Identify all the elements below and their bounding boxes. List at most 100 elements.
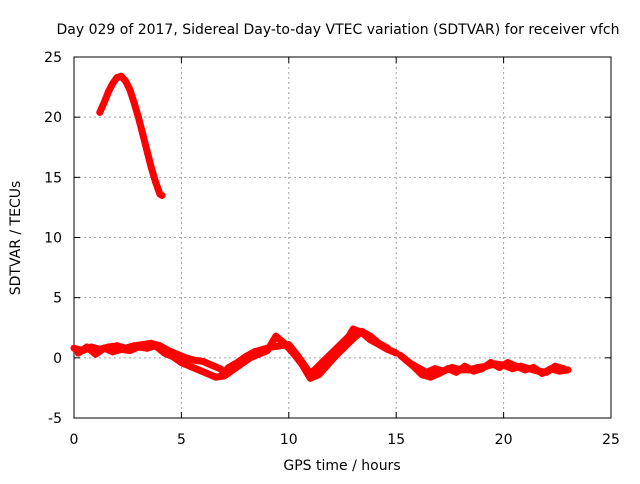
y-tick-label: 15 <box>44 170 62 186</box>
data-point <box>366 332 374 340</box>
data-point <box>396 351 404 359</box>
data-point <box>134 343 142 351</box>
data-point <box>431 365 439 373</box>
data-point <box>512 362 520 370</box>
series-low-variation-4 <box>401 355 572 381</box>
y-tick-label: 25 <box>44 50 62 66</box>
data-point <box>375 339 383 347</box>
data-point <box>220 372 228 380</box>
data-point <box>74 349 82 357</box>
data-point <box>207 361 215 369</box>
data-point <box>435 369 443 377</box>
data-point <box>130 99 138 107</box>
data-point <box>152 178 160 186</box>
grid-lines <box>74 57 611 418</box>
data-point <box>306 374 314 382</box>
data-point <box>427 373 435 381</box>
data-point <box>323 361 331 369</box>
data-point <box>409 362 417 370</box>
data-point <box>143 344 151 352</box>
chart-title: Day 029 of 2017, Sidereal Day-to-day VTE… <box>56 22 619 38</box>
y-tick-label: 10 <box>44 231 62 247</box>
data-point <box>272 332 280 340</box>
data-point <box>470 367 478 375</box>
data-point <box>158 191 166 199</box>
data-point <box>478 365 486 373</box>
data-point <box>104 88 112 96</box>
data-point <box>117 72 125 80</box>
data-point <box>349 335 357 343</box>
data-point <box>182 354 190 362</box>
data-point <box>143 147 151 155</box>
data-point <box>134 113 142 121</box>
x-axis-label: GPS time / hours <box>283 458 400 474</box>
data-point <box>195 366 203 374</box>
data-point <box>113 73 121 81</box>
series-line <box>96 72 166 199</box>
data-point <box>96 108 104 116</box>
data-point <box>315 371 323 379</box>
series-low-variation-2 <box>74 327 392 382</box>
data-point <box>229 366 237 374</box>
data-point <box>521 366 529 374</box>
data-point <box>349 325 357 333</box>
data-point <box>319 357 327 365</box>
data-point <box>152 342 160 350</box>
data-point <box>384 344 392 352</box>
data-point <box>109 348 117 356</box>
data-point <box>100 344 108 352</box>
data-point <box>169 353 177 361</box>
data-point <box>255 350 263 358</box>
data-point <box>238 360 246 368</box>
data-point <box>216 365 224 373</box>
data-point <box>246 354 254 362</box>
data-point <box>199 357 207 365</box>
data-point <box>504 359 512 367</box>
data-point <box>100 99 108 107</box>
data-point <box>555 367 563 375</box>
data-points <box>70 72 572 382</box>
data-point <box>530 363 538 371</box>
data-point <box>122 77 130 85</box>
x-tick-label: 5 <box>177 432 186 448</box>
data-point <box>126 347 134 355</box>
series-arc-high <box>96 72 166 199</box>
data-point <box>332 351 340 359</box>
data-point <box>495 363 503 371</box>
data-point <box>177 359 185 367</box>
data-point <box>109 79 117 87</box>
y-tick-label: -5 <box>48 411 62 427</box>
data-point <box>311 366 319 374</box>
data-point <box>298 360 306 368</box>
data-point <box>538 369 546 377</box>
data-point <box>117 345 125 353</box>
data-point <box>401 355 409 363</box>
data-point <box>487 359 495 367</box>
data-point <box>186 362 194 370</box>
data-point <box>461 362 469 370</box>
y-tick-label: 5 <box>53 291 62 307</box>
data-point <box>203 369 211 377</box>
y-axis-label: SDTVAR / TECUs <box>8 181 24 296</box>
data-point <box>281 339 289 347</box>
data-point <box>190 356 198 364</box>
data-point <box>126 85 134 93</box>
data-point <box>358 327 366 335</box>
data-point <box>160 349 168 357</box>
x-tick-label: 15 <box>387 432 405 448</box>
data-point <box>452 368 460 376</box>
data-point <box>147 164 155 172</box>
x-tick-label: 10 <box>280 432 298 448</box>
data-point <box>564 366 572 374</box>
y-tick-label: 0 <box>53 351 62 367</box>
data-point <box>547 365 555 373</box>
data-point <box>212 373 220 381</box>
axis-ticks: 0 5 10 15 20 25 -5 0 5 10 15 20 25 <box>44 50 620 448</box>
data-point <box>444 365 452 373</box>
data-point <box>91 350 99 358</box>
x-tick-label: 25 <box>602 432 620 448</box>
x-tick-label: 20 <box>495 432 513 448</box>
data-point <box>263 347 271 355</box>
